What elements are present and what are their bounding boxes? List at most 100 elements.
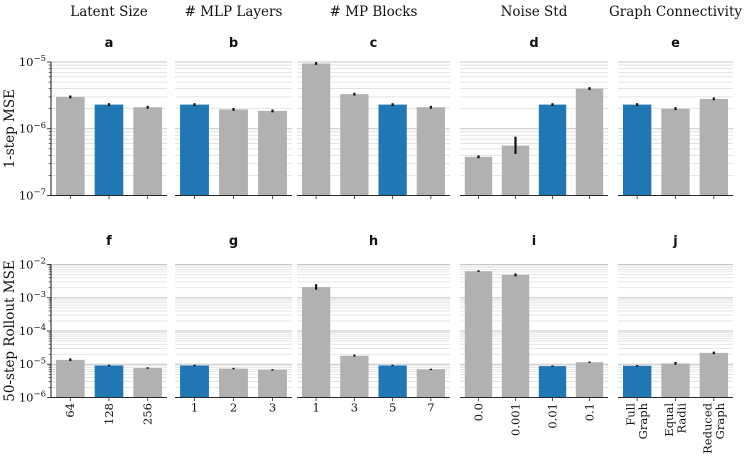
bar-Full-Graph — [622, 365, 652, 398]
panel-e: Graph Connectivity e — [609, 4, 742, 199]
bar-1 — [301, 63, 331, 196]
bars — [464, 87, 604, 196]
panel-a: Latent Size a — [47, 4, 167, 199]
bar-Reduced-Graph — [699, 98, 729, 196]
y-tick-label: 10−3 — [19, 290, 46, 305]
bar-128 — [94, 365, 124, 398]
bar-0.01 — [538, 104, 567, 196]
panel-b: # MLP Layers b — [175, 4, 292, 199]
x-tick-label: 7 — [427, 401, 434, 415]
x-tick-label: Graph — [636, 402, 650, 439]
panel-title: Latent Size — [70, 4, 148, 20]
panel-letter: d — [529, 36, 538, 51]
bars — [301, 284, 446, 398]
bar-7 — [416, 107, 446, 196]
panel-letter: a — [105, 36, 114, 51]
bar-0.0 — [464, 156, 493, 196]
bars — [622, 97, 729, 196]
x-tick-label: 64 — [63, 403, 77, 418]
row-1-step: 1-step MSE 10−5 10−6 10−7 Latent Size a # MLP … — [2, 4, 742, 202]
y-tick-label: 10−6 — [19, 390, 46, 405]
row-50-step: 50-step Rollout MSE 10−210−310−410−510−6f… — [2, 234, 733, 454]
panel-c: # MP Blocks c — [297, 4, 450, 199]
x-tick-label: 2 — [230, 401, 237, 415]
x-tick-label: 5 — [389, 401, 396, 415]
panel-letter: h — [369, 234, 378, 249]
gridlines — [175, 264, 292, 398]
x-tick-label: Equal — [662, 403, 676, 437]
panel-f: f 64 128 256 — [47, 234, 167, 425]
x-tick-label: Reduced — [700, 402, 714, 453]
panel-title: # MP Blocks — [330, 4, 418, 20]
bar-5 — [378, 365, 407, 398]
x-tick-label: 1 — [191, 401, 198, 415]
x-tick-label: 3 — [269, 401, 276, 415]
bar-0.1 — [575, 88, 604, 196]
bars — [622, 351, 729, 398]
y-tick-label: 10−5 — [19, 356, 46, 371]
x-tick-label: 3 — [351, 401, 358, 415]
bar-256 — [133, 368, 162, 398]
x-tick-label: Graph — [713, 402, 727, 439]
bar-3 — [340, 355, 369, 398]
panel-h: h 1 3 5 7 — [297, 234, 450, 415]
bar-0.01 — [538, 366, 567, 398]
bars — [180, 103, 287, 196]
bar-128 — [94, 104, 124, 196]
y-tick-label: 10−6 — [19, 121, 46, 136]
bars — [180, 364, 287, 398]
y-tick-label: 10−5 — [19, 54, 46, 69]
y-axis-label: 1-step MSE — [2, 89, 18, 168]
x-tick-label: 256 — [140, 403, 154, 425]
x-tick-label: 1 — [312, 401, 319, 415]
bars — [301, 62, 446, 196]
bar-256 — [133, 107, 162, 196]
panel-letter: j — [672, 234, 677, 249]
bar-0.001 — [501, 274, 530, 398]
bar-Equal-Radii — [661, 108, 690, 196]
panel-letter: g — [229, 234, 238, 249]
x-tick-label: Radii — [675, 403, 689, 434]
bar-1 — [180, 104, 209, 196]
panel-title: Graph Connectivity — [609, 4, 742, 20]
bar-64 — [56, 96, 85, 196]
bar-3 — [340, 94, 369, 196]
bar-3 — [258, 110, 287, 196]
bar-2 — [219, 109, 248, 196]
y-axis-label: 50-step Rollout MSE — [2, 260, 18, 401]
bar-Full-Graph — [622, 104, 652, 196]
panel-title: # MLP Layers — [185, 4, 283, 20]
bars — [56, 95, 162, 196]
y-tick-label: 10−4 — [19, 323, 46, 338]
panel-letter: b — [229, 36, 238, 51]
bar-0.0 — [464, 271, 493, 398]
bar-7 — [416, 369, 446, 398]
y-tick-label: 10−7 — [19, 188, 46, 203]
panel-i: i 0.0 0.001 0.01 0.1 — [460, 234, 608, 436]
panel-title: Noise Std — [501, 4, 568, 20]
bar-1 — [180, 365, 209, 398]
panel-letter: i — [532, 234, 536, 249]
panel-letter: e — [671, 36, 680, 51]
bar-1 — [301, 287, 331, 398]
x-tick-label: 0.0 — [471, 403, 485, 421]
x-tick-label: 128 — [102, 403, 116, 425]
x-tick-label: Full — [624, 403, 638, 426]
x-tick-label: 0.01 — [545, 403, 559, 429]
bar-Equal-Radii — [661, 363, 690, 398]
bar-Reduced-Graph — [699, 352, 729, 398]
bars — [464, 270, 604, 398]
bar-3 — [258, 369, 287, 398]
x-tick-label: 0.1 — [582, 403, 596, 421]
bars — [56, 358, 162, 398]
panel-letter: c — [370, 36, 378, 51]
panel-d: Noise Std d — [460, 4, 608, 199]
bar-0.1 — [575, 362, 604, 398]
panel-letter: f — [106, 234, 112, 249]
y-tick-label: 10−2 — [19, 257, 46, 272]
bar-2 — [219, 368, 248, 398]
panel-g: g 1 2 3 — [175, 234, 292, 415]
